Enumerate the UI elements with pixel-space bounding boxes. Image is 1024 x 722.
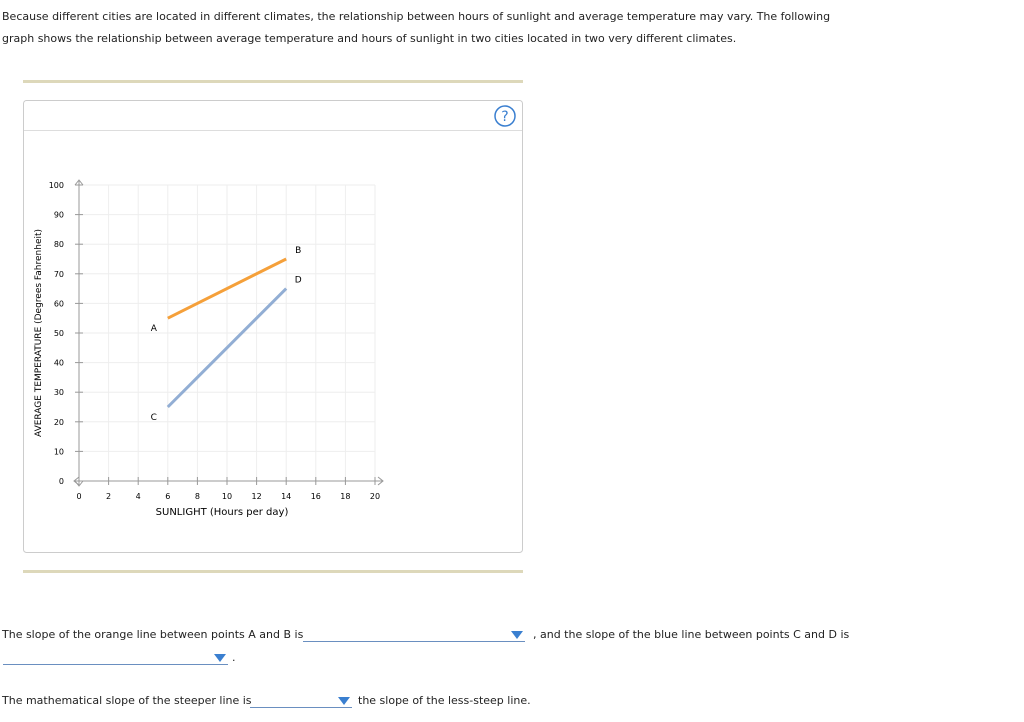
x-tick-label: 8 <box>195 492 200 501</box>
x-axis-label: SUNLIGHT (Hours per day) <box>156 507 289 518</box>
help-icon[interactable]: ? <box>501 109 508 125</box>
y-tick-label: 60 <box>54 299 64 308</box>
x-tick-label: 12 <box>252 492 262 501</box>
x-tick-label: 4 <box>136 492 141 501</box>
point-label: C <box>151 413 157 423</box>
dropdown[interactable] <box>303 627 525 642</box>
divider <box>23 80 523 83</box>
chart: ? 0 2 4 6 8 10 12 14 16 18 20 0 10 20 30 40 50 60 70 80 90 10… <box>23 80 523 573</box>
y-tick-label: 100 <box>49 181 64 190</box>
y-tick-label: 70 <box>54 270 64 279</box>
point-label: A <box>151 324 158 334</box>
x-tick-label: 20 <box>370 492 380 501</box>
question-text: the slope of the less-steep line. <box>358 694 531 707</box>
x-axis <box>73 476 384 486</box>
x-tick-label: 2 <box>106 492 111 501</box>
y-tick-label: 50 <box>54 329 64 338</box>
divider <box>23 570 523 573</box>
x-tick-label: 6 <box>165 492 170 501</box>
question-text: . <box>232 651 236 664</box>
y-tick-label: 0 <box>59 477 64 486</box>
y-axis-label: AVERAGE TEMPERATURE (Degrees Fahrenheit) <box>34 229 44 437</box>
point-label: B <box>295 246 301 256</box>
dropdown[interactable] <box>3 650 228 665</box>
question-text: The mathematical slope of the steeper li… <box>2 694 252 707</box>
y-tick-label: 40 <box>54 359 64 368</box>
graph-panel <box>23 100 523 553</box>
question-text: The slope of the orange line between poi… <box>2 628 304 641</box>
x-tick-label: 18 <box>340 492 350 501</box>
y-tick-label: 30 <box>54 388 64 397</box>
y-tick-label: 90 <box>54 211 64 220</box>
y-tick-label: 20 <box>54 418 64 427</box>
help-button[interactable] <box>494 105 516 127</box>
y-tick-label: 80 <box>54 240 64 249</box>
data-line <box>166 287 288 409</box>
x-tick-label: 10 <box>222 492 232 501</box>
intro-text: Because different cities are located in … <box>2 10 831 45</box>
point-label: D <box>295 276 302 286</box>
data-line <box>167 257 287 320</box>
dropdown[interactable] <box>250 693 352 708</box>
question-text: , and the slope of the blue line between… <box>533 628 850 641</box>
x-tick-label: 0 <box>76 492 81 501</box>
x-tick-label: 14 <box>281 492 291 501</box>
y-tick-label: 10 <box>54 447 64 456</box>
x-tick-label: 16 <box>311 492 321 501</box>
